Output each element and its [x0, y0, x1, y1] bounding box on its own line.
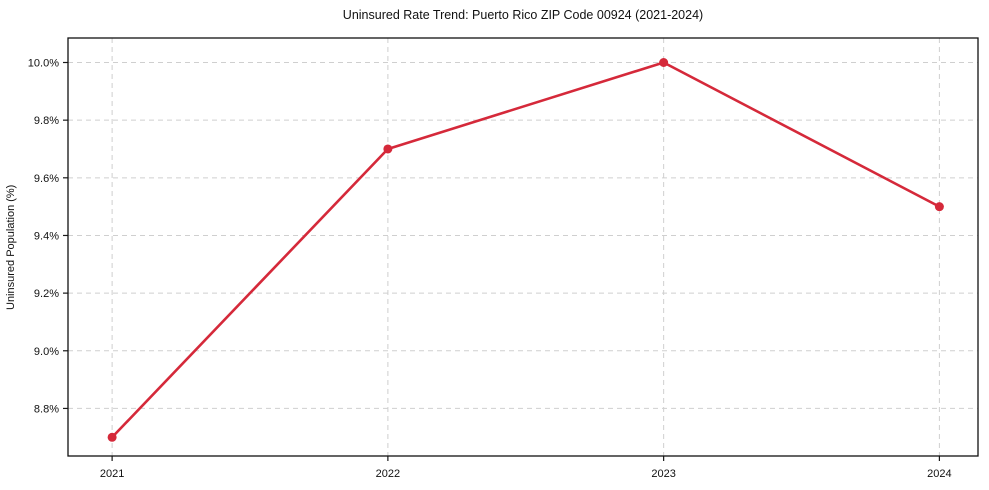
y-axis-label: Uninsured Population (%)	[5, 184, 17, 310]
data-point-2023	[659, 58, 669, 68]
data-point-2022	[383, 144, 393, 154]
x-tick-label: 2021	[100, 468, 124, 480]
x-tick-label: 2023	[651, 468, 675, 480]
trend-line	[110, 61, 941, 439]
y-tick-label: 9.8%	[34, 115, 59, 127]
y-tick-label: 9.0%	[34, 346, 59, 358]
y-tick-label: 9.4%	[34, 230, 59, 242]
y-tick-label: 10.0%	[28, 58, 59, 70]
chart-title: Uninsured Rate Trend: Puerto Rico ZIP Co…	[342, 8, 704, 22]
data-point-2021	[107, 432, 117, 442]
x-tick-label: 2022	[376, 468, 400, 480]
plot-border	[67, 37, 979, 457]
data-point-2024	[934, 202, 944, 212]
y-tick-label: 8.8%	[34, 403, 59, 415]
y-tick-label: 9.2%	[34, 288, 59, 300]
x-tick-label: 2024	[927, 468, 951, 480]
y-tick-label: 9.6%	[34, 173, 59, 185]
